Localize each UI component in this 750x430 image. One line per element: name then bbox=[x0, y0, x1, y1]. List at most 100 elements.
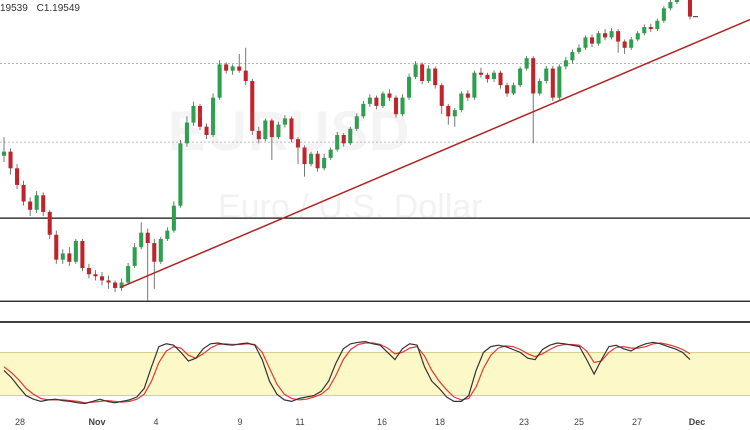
candle bbox=[341, 132, 346, 147]
candle bbox=[550, 66, 555, 101]
candle bbox=[41, 192, 46, 217]
candle-body bbox=[374, 97, 379, 106]
candle-body bbox=[511, 85, 516, 94]
candle bbox=[309, 151, 314, 167]
candle bbox=[276, 121, 281, 140]
candle bbox=[132, 243, 137, 268]
candle bbox=[498, 70, 503, 89]
candle bbox=[8, 148, 13, 175]
candle-body bbox=[224, 64, 229, 71]
candle-body bbox=[505, 85, 510, 94]
candle-body bbox=[655, 20, 660, 30]
candle bbox=[393, 95, 399, 118]
candle-body bbox=[550, 68, 555, 98]
candle-body bbox=[380, 93, 385, 106]
candle-body bbox=[171, 205, 176, 231]
candle bbox=[34, 191, 39, 214]
x-tick-label: 25 bbox=[573, 417, 585, 427]
candle-body bbox=[139, 232, 144, 248]
candle-body bbox=[67, 253, 72, 262]
candle bbox=[531, 56, 536, 144]
candle bbox=[86, 263, 91, 279]
candle-body bbox=[354, 116, 359, 129]
candle-body bbox=[589, 37, 595, 44]
candle bbox=[557, 64, 562, 100]
candle-body bbox=[178, 143, 183, 206]
candle-body bbox=[269, 120, 274, 138]
candle-body bbox=[204, 126, 209, 136]
candle-body bbox=[609, 31, 614, 38]
x-tick-label: 4 bbox=[153, 417, 159, 427]
candle bbox=[655, 18, 660, 32]
candle-body bbox=[393, 97, 399, 115]
candle-body bbox=[439, 85, 444, 106]
candle-body bbox=[1, 151, 7, 156]
candle-body bbox=[73, 240, 78, 262]
candle-body bbox=[256, 130, 261, 140]
candle-body bbox=[465, 93, 470, 98]
candle bbox=[106, 275, 111, 289]
candle-body bbox=[217, 64, 222, 98]
candle-body bbox=[47, 211, 52, 235]
ohlc-partial-value: 19539 bbox=[0, 3, 28, 14]
candle-body bbox=[452, 110, 457, 117]
candle bbox=[400, 94, 405, 117]
candle bbox=[335, 131, 340, 152]
candle-body bbox=[687, 0, 693, 17]
candle bbox=[15, 164, 20, 190]
candle bbox=[446, 103, 451, 125]
candle bbox=[616, 29, 621, 53]
candle bbox=[21, 180, 26, 206]
candle-body bbox=[557, 66, 562, 98]
candle-body bbox=[348, 128, 353, 144]
stochastic-pane bbox=[0, 340, 750, 405]
candle-body bbox=[243, 70, 248, 82]
candle-body bbox=[282, 118, 287, 125]
candle bbox=[204, 123, 209, 140]
candle-body bbox=[341, 135, 346, 144]
candle bbox=[668, 0, 673, 11]
candle bbox=[1, 137, 7, 163]
candle bbox=[674, 0, 679, 5]
candle bbox=[28, 197, 33, 217]
candle-body bbox=[41, 195, 46, 212]
candles-layer bbox=[1, 0, 693, 302]
candle bbox=[230, 64, 235, 75]
ohlc-readout: 19539 C1.19549 bbox=[0, 3, 86, 14]
candle bbox=[73, 238, 78, 264]
candle bbox=[374, 95, 379, 110]
candle-body bbox=[426, 68, 431, 82]
candle-body bbox=[126, 265, 131, 283]
candle bbox=[47, 209, 52, 239]
x-tick-label: Dec bbox=[688, 417, 706, 427]
x-tick-label: 18 bbox=[434, 417, 446, 427]
candle bbox=[237, 54, 242, 73]
candle-body bbox=[407, 76, 412, 98]
candle bbox=[282, 115, 287, 128]
candle bbox=[648, 23, 653, 32]
candle bbox=[256, 126, 261, 144]
candle bbox=[589, 34, 595, 47]
candle-body bbox=[158, 238, 163, 262]
candle-body bbox=[250, 81, 255, 131]
candle bbox=[583, 35, 588, 50]
candle-body bbox=[446, 105, 451, 117]
candle-body bbox=[661, 8, 666, 21]
candle bbox=[184, 116, 189, 147]
candle-body bbox=[616, 31, 621, 42]
candle bbox=[243, 47, 248, 86]
candle bbox=[537, 78, 542, 96]
candle-body bbox=[635, 33, 640, 40]
stochastic-band bbox=[0, 352, 750, 396]
candle-body bbox=[322, 157, 327, 169]
candle-body bbox=[8, 151, 13, 169]
candle-body bbox=[583, 37, 588, 48]
candle bbox=[302, 145, 307, 177]
candle bbox=[295, 137, 301, 165]
candle bbox=[178, 140, 183, 208]
grid-layer bbox=[0, 63, 750, 323]
candle-body bbox=[211, 97, 216, 136]
candle bbox=[139, 222, 144, 250]
candle-body bbox=[420, 64, 425, 82]
